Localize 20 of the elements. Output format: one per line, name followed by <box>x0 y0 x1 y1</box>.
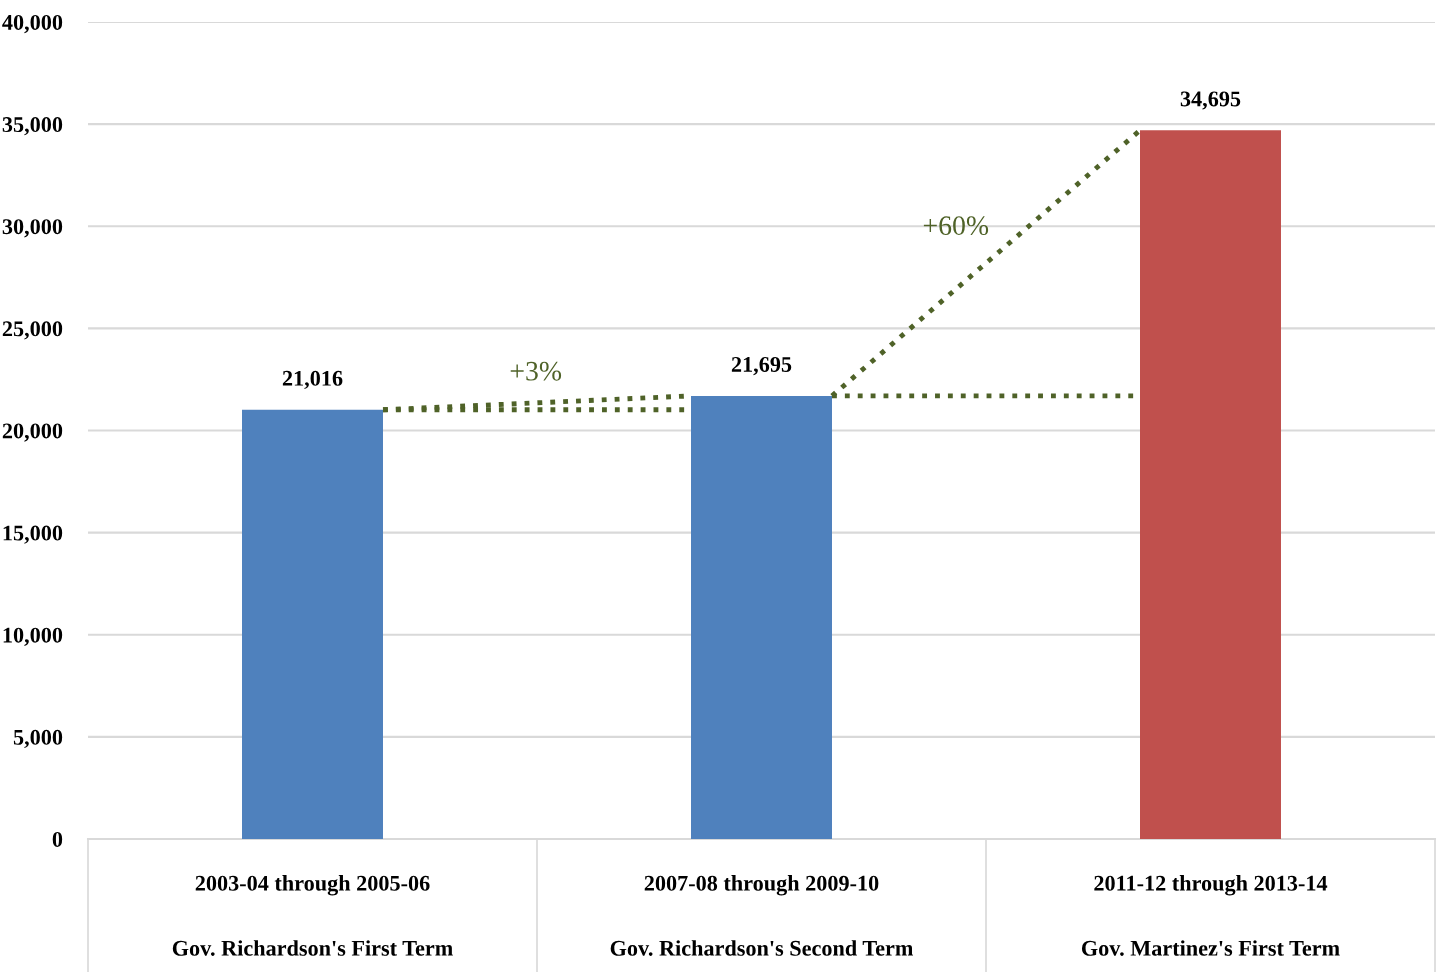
annotation: +3% <box>510 361 562 381</box>
data-label: 21,016 <box>282 370 343 390</box>
y-tick-label: 35,000 <box>2 117 63 136</box>
category-label: 2003-04 through 2005-06 Gov. Richardson's First Term <box>172 875 453 956</box>
y-tick-label: 15,000 <box>3 525 63 544</box>
bar <box>1140 130 1281 839</box>
y-tick-label: 10,000 <box>3 627 63 646</box>
data-label: 21,695 <box>731 356 792 376</box>
y-tick-label: 0 <box>52 831 63 847</box>
bar <box>242 409 383 839</box>
category-label: 2007-08 through 2009-10 Gov. Richardson's Second Term <box>610 875 914 956</box>
y-tick-label: 25,000 <box>2 321 63 340</box>
bar <box>691 395 832 839</box>
y-tick-label: 5,000 <box>13 729 63 749</box>
annotation: +60% <box>923 216 989 236</box>
category-label: 2011-12 through 2013-14 Gov. Martinez's First Term <box>1081 875 1340 956</box>
y-tick-label: 20,000 <box>2 423 63 442</box>
y-tick-label: 30,000 <box>2 219 63 238</box>
y-tick-label: 40,000 <box>2 14 63 34</box>
data-label: 34,695 <box>1180 91 1241 110</box>
